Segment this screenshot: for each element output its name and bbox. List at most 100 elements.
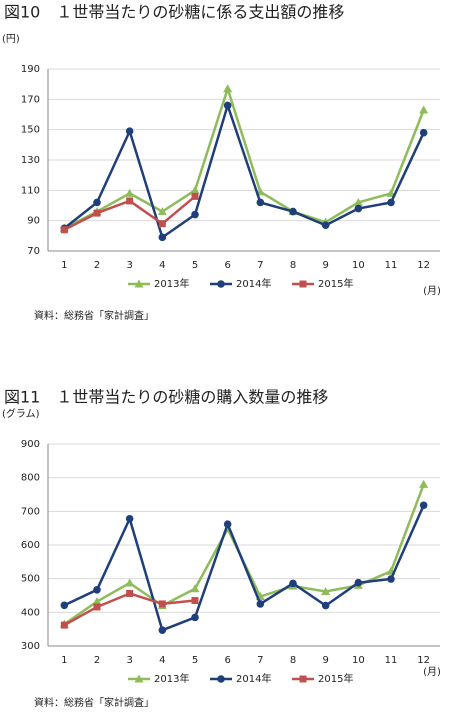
marker — [93, 198, 101, 207]
marker — [158, 600, 166, 608]
marker — [158, 220, 166, 228]
marker — [190, 584, 200, 593]
marker — [60, 621, 68, 629]
series-line — [63, 483, 425, 626]
marker — [256, 600, 265, 608]
x-tick-label: 2 — [94, 655, 100, 666]
marker — [60, 226, 68, 234]
x-tick-label: 1 — [61, 260, 67, 271]
marker — [126, 589, 134, 597]
marker — [419, 479, 429, 488]
x-tick-label: 8 — [290, 260, 296, 271]
x-tick-label: 2 — [94, 260, 100, 271]
marker — [125, 127, 134, 135]
legend-label: 2013年 — [154, 672, 189, 685]
marker — [419, 105, 429, 114]
y-tick-label: 130 — [21, 155, 40, 166]
marker — [223, 84, 233, 93]
y-tick-label: 170 — [21, 94, 40, 105]
marker — [158, 626, 167, 634]
marker — [126, 197, 134, 205]
legend-label: 2013年 — [154, 277, 189, 290]
chart-title: 図10 １世帯当たりの砂糖に係る支出額の推移 — [4, 3, 344, 22]
y-tick-label: 900 — [21, 439, 40, 450]
y-tick-label: 150 — [21, 125, 40, 136]
x-tick-label: 8 — [290, 655, 296, 666]
marker — [191, 597, 199, 605]
marker — [125, 578, 135, 587]
y-tick-label: 400 — [21, 607, 40, 618]
y-tick-label: 110 — [21, 185, 40, 196]
y-tick-label: 600 — [21, 540, 40, 551]
x-tick-label: 9 — [322, 260, 328, 271]
marker — [217, 280, 225, 288]
series-line — [63, 504, 425, 632]
x-tick-label: 10 — [352, 655, 365, 666]
marker — [92, 597, 102, 606]
x-tick-label: 10 — [352, 260, 365, 271]
marker — [93, 585, 101, 594]
marker — [191, 210, 199, 219]
marker — [256, 198, 265, 207]
marker — [299, 280, 307, 288]
x-tick-label: 7 — [257, 655, 263, 666]
marker — [134, 279, 144, 288]
y-tick-label: 800 — [21, 473, 40, 484]
x-tick-label: 3 — [126, 655, 132, 666]
marker — [125, 188, 135, 197]
x-unit: (月) — [423, 285, 441, 297]
source: 資料：総務省「家計調査」 — [34, 309, 154, 322]
marker — [191, 192, 199, 200]
x-tick-label: 7 — [257, 260, 263, 271]
x-tick-label: 1 — [61, 655, 67, 666]
x-tick-label: 4 — [159, 655, 165, 666]
y-tick-label: 190 — [21, 64, 40, 75]
y-tick-label: 90 — [27, 216, 40, 227]
legend-label: 2015年 — [318, 277, 353, 290]
marker — [289, 207, 297, 216]
marker — [321, 601, 330, 610]
legend-label: 2015年 — [318, 672, 353, 685]
marker — [354, 204, 363, 213]
marker — [353, 197, 363, 206]
marker — [60, 601, 69, 610]
marker — [387, 198, 395, 207]
marker — [134, 674, 144, 683]
source: 資料：総務省「家計調査」 — [34, 696, 154, 709]
marker — [419, 128, 428, 137]
marker — [190, 185, 200, 194]
x-tick-label: 6 — [224, 260, 230, 271]
marker — [387, 575, 395, 583]
marker — [217, 675, 225, 683]
series-line — [63, 101, 425, 240]
x-tick-label: 11 — [385, 655, 398, 666]
x-tick-label: 6 — [224, 655, 230, 666]
legend-label: 2014年 — [236, 672, 271, 685]
marker — [93, 603, 101, 611]
chart-title: 図11 １世帯当たりの砂糖の購入数量の推移 — [4, 388, 328, 407]
marker — [93, 209, 101, 217]
y-tick-label: 300 — [21, 641, 40, 652]
marker — [223, 101, 232, 110]
series-line — [63, 84, 425, 230]
x-unit: (月) — [423, 666, 441, 678]
marker — [299, 675, 307, 683]
y-tick-label: 700 — [21, 506, 40, 517]
x-tick-label: 9 — [322, 655, 328, 666]
x-tick-label: 12 — [417, 260, 430, 271]
marker — [321, 221, 330, 230]
x-tick-label: 5 — [192, 260, 198, 271]
marker — [419, 501, 428, 510]
y-unit: (円) — [2, 34, 20, 45]
y-tick-label: 500 — [21, 574, 40, 585]
x-tick-label: 12 — [417, 655, 430, 666]
x-tick-label: 4 — [159, 260, 165, 271]
marker — [223, 520, 232, 528]
marker — [158, 233, 167, 242]
marker — [125, 514, 134, 523]
y-unit: (グラム) — [2, 407, 40, 420]
x-tick-label: 5 — [192, 655, 198, 666]
marker — [157, 207, 167, 216]
x-tick-label: 3 — [126, 260, 132, 271]
